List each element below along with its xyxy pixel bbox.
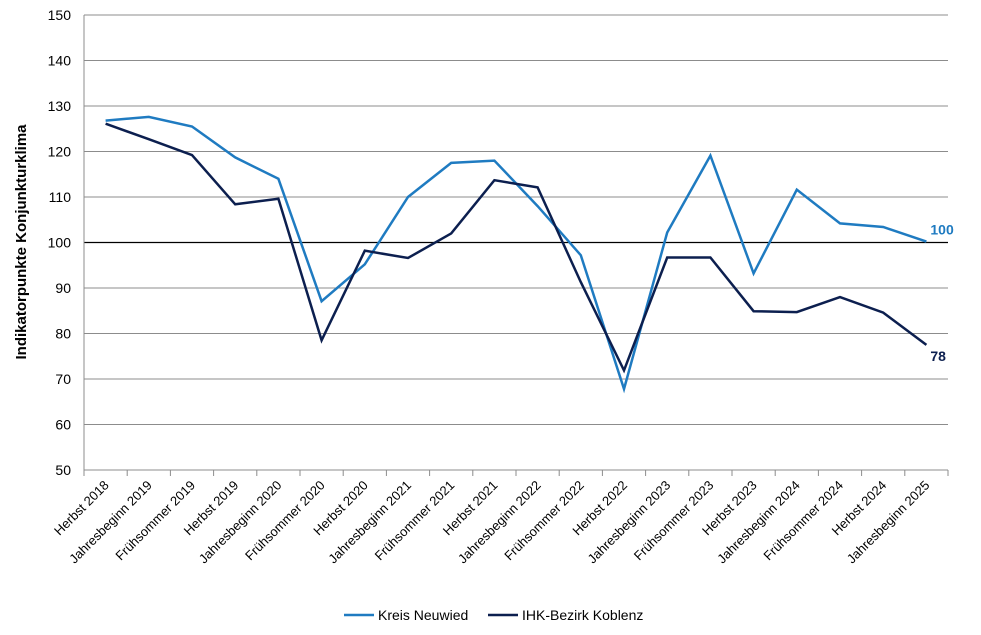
y-tick-label: 90 [55,280,71,296]
legend: Kreis Neuwied IHK-Bezirk Koblenz [344,607,643,623]
series-line-ihk-bezirk-koblenz [105,122,928,374]
y-tick-label: 150 [48,7,72,23]
x-tick-label: Jahresbeginn 2020 [196,478,285,567]
y-tick-label: 110 [49,189,72,205]
x-tick-label: Frühsommer 2021 [372,478,458,564]
legend-label: Kreis Neuwied [378,607,468,623]
y-axis-ticks: 50 60 70 80 90 100 110 120 130 140 150 [48,7,72,478]
y-tick-label: 120 [48,144,72,160]
grid-lines [84,14,948,471]
x-tick-label: Frühsommer 2019 [112,478,198,564]
y-axis-label: Indikatorpunkte Konjunkturklima [13,124,30,360]
y-tick-label: 130 [48,98,72,114]
series-line-kreis-neuwied [105,115,927,394]
x-tick-label: Jahresbeginn 2023 [585,478,674,567]
x-tick-label: Jahresbeginn 2024 [714,478,803,567]
y-tick-label: 80 [55,326,71,342]
y-tick-label: 60 [55,417,71,433]
x-tick-label: Frühsommer 2023 [631,478,717,564]
x-tick-label: Frühsommer 2020 [242,478,328,564]
x-tick-label: Jahresbeginn 2025 [844,478,933,567]
x-tick-label: Frühsommer 2024 [760,478,846,564]
x-tick-label: Frühsommer 2022 [501,478,587,564]
x-tick-label: Jahresbeginn 2019 [66,478,155,567]
y-tick-label: 100 [48,235,72,251]
end-value-label: 78 [930,348,946,364]
series-lines [105,115,928,394]
x-tick-label: Jahresbeginn 2021 [325,478,414,567]
y-tick-label: 70 [55,371,71,387]
y-tick-label: 140 [48,53,72,69]
x-tick-label: Jahresbeginn 2022 [455,478,544,567]
end-labels: 100 78 [930,222,954,364]
y-tick-label: 50 [55,462,71,478]
legend-label: IHK-Bezirk Koblenz [522,607,643,623]
end-value-label: 100 [930,222,954,238]
